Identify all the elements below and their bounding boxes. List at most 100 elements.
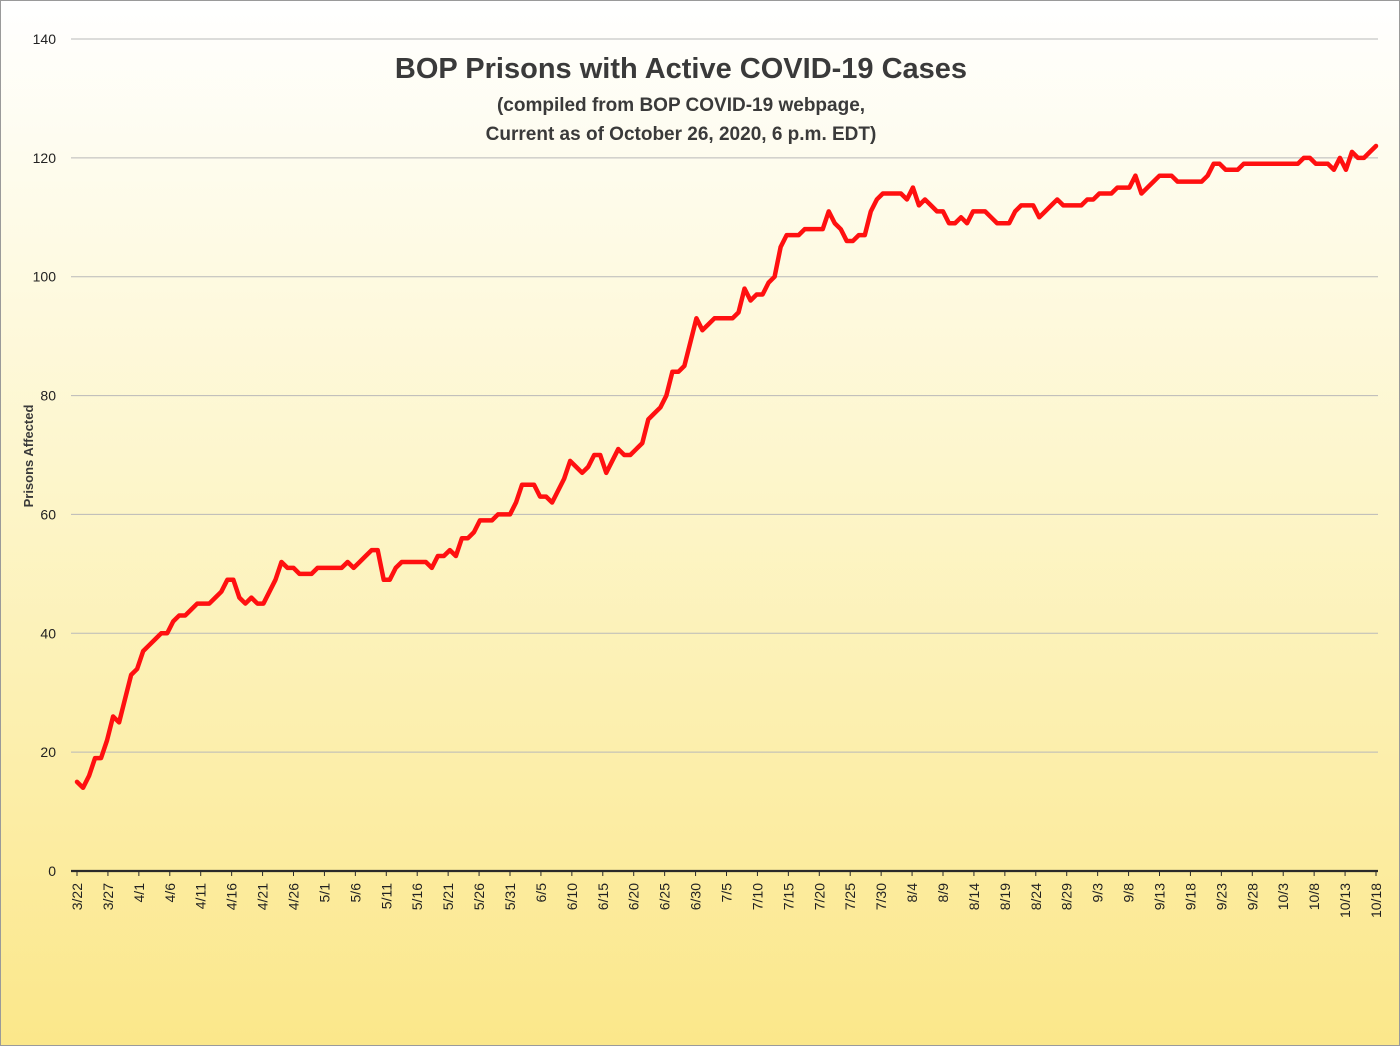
data-point <box>389 579 391 581</box>
data-point <box>1213 163 1215 165</box>
x-tick-label: 4/11 <box>193 883 209 909</box>
data-point <box>563 478 565 480</box>
data-point <box>100 757 102 759</box>
data-point <box>94 757 96 759</box>
data-point <box>719 317 721 319</box>
data-point <box>335 567 337 569</box>
data-point <box>683 365 685 367</box>
data-point <box>750 299 752 301</box>
data-point <box>659 406 661 408</box>
data-point <box>840 228 842 230</box>
data-point <box>545 496 547 498</box>
data-point <box>347 561 349 563</box>
data-point <box>455 555 457 557</box>
data-point <box>617 448 619 450</box>
data-point <box>1050 204 1052 206</box>
data-point <box>443 555 445 557</box>
data-point <box>990 216 992 218</box>
data-point <box>1225 169 1227 171</box>
data-point <box>677 371 679 373</box>
data-point <box>1207 175 1209 177</box>
data-point <box>365 555 367 557</box>
data-point <box>1122 187 1124 189</box>
data-point <box>118 721 120 723</box>
x-tick-label: 9/8 <box>1121 883 1137 903</box>
x-tick-label: 9/3 <box>1090 883 1106 903</box>
data-point <box>1026 204 1028 206</box>
data-point <box>984 210 986 212</box>
data-point <box>1273 163 1275 165</box>
data-point <box>190 609 192 611</box>
x-tick-label: 7/30 <box>873 883 889 910</box>
data-point <box>1279 163 1281 165</box>
data-point <box>1321 163 1323 165</box>
x-tick-label: 5/6 <box>347 883 363 903</box>
data-point <box>112 715 114 717</box>
data-point <box>232 579 234 581</box>
data-point <box>906 198 908 200</box>
data-point <box>1183 181 1185 183</box>
x-tick-label: 10/8 <box>1306 883 1322 910</box>
data-point <box>611 460 613 462</box>
data-point <box>533 484 535 486</box>
data-point <box>942 210 944 212</box>
series-group <box>74 143 1379 791</box>
data-point <box>918 204 920 206</box>
x-tick-label: 6/25 <box>657 883 673 910</box>
data-point <box>142 650 144 652</box>
data-point <box>485 519 487 521</box>
x-tick-label: 6/20 <box>626 883 642 910</box>
data-point <box>88 775 90 777</box>
data-point <box>713 317 715 319</box>
data-point <box>954 222 956 224</box>
data-point <box>858 234 860 236</box>
x-tick-label: 9/13 <box>1152 883 1168 910</box>
data-point <box>527 484 529 486</box>
x-tick-label: 3/27 <box>100 883 116 910</box>
data-point <box>359 561 361 563</box>
data-point <box>882 193 884 195</box>
x-tick-label: 3/22 <box>69 883 85 910</box>
data-point <box>557 490 559 492</box>
data-point <box>780 246 782 248</box>
data-point <box>196 603 198 605</box>
data-point <box>148 644 150 646</box>
data-point <box>1351 151 1353 153</box>
data-point <box>1327 163 1329 165</box>
data-point <box>329 567 331 569</box>
data-point <box>876 198 878 200</box>
x-tick-label: 6/10 <box>564 883 580 910</box>
data-point <box>798 234 800 236</box>
data-point <box>1237 169 1239 171</box>
data-point <box>184 614 186 616</box>
data-point <box>136 668 138 670</box>
data-point <box>76 781 78 783</box>
data-point <box>1152 181 1154 183</box>
data-point <box>401 561 403 563</box>
data-point <box>768 282 770 284</box>
data-point <box>1333 169 1335 171</box>
x-tick-label: 10/3 <box>1275 883 1291 910</box>
data-point <box>479 519 481 521</box>
x-tick-label: 9/28 <box>1244 883 1260 910</box>
data-point <box>262 603 264 605</box>
data-point <box>178 614 180 616</box>
data-point <box>864 234 866 236</box>
chart-subtitle-line-1: (compiled from BOP COVID-19 webpage, <box>497 95 865 116</box>
data-point <box>774 276 776 278</box>
data-point <box>948 222 950 224</box>
data-point <box>1189 181 1191 183</box>
data-point <box>509 513 511 515</box>
data-point <box>551 502 553 504</box>
data-point <box>707 323 709 325</box>
data-point <box>1080 204 1082 206</box>
x-tick-label: 8/14 <box>966 883 982 910</box>
data-point <box>383 579 385 581</box>
data-point <box>1267 163 1269 165</box>
data-point <box>966 222 968 224</box>
data-point <box>834 222 836 224</box>
data-point <box>810 228 812 230</box>
y-tick-label: 120 <box>33 150 57 166</box>
data-point <box>828 210 830 212</box>
